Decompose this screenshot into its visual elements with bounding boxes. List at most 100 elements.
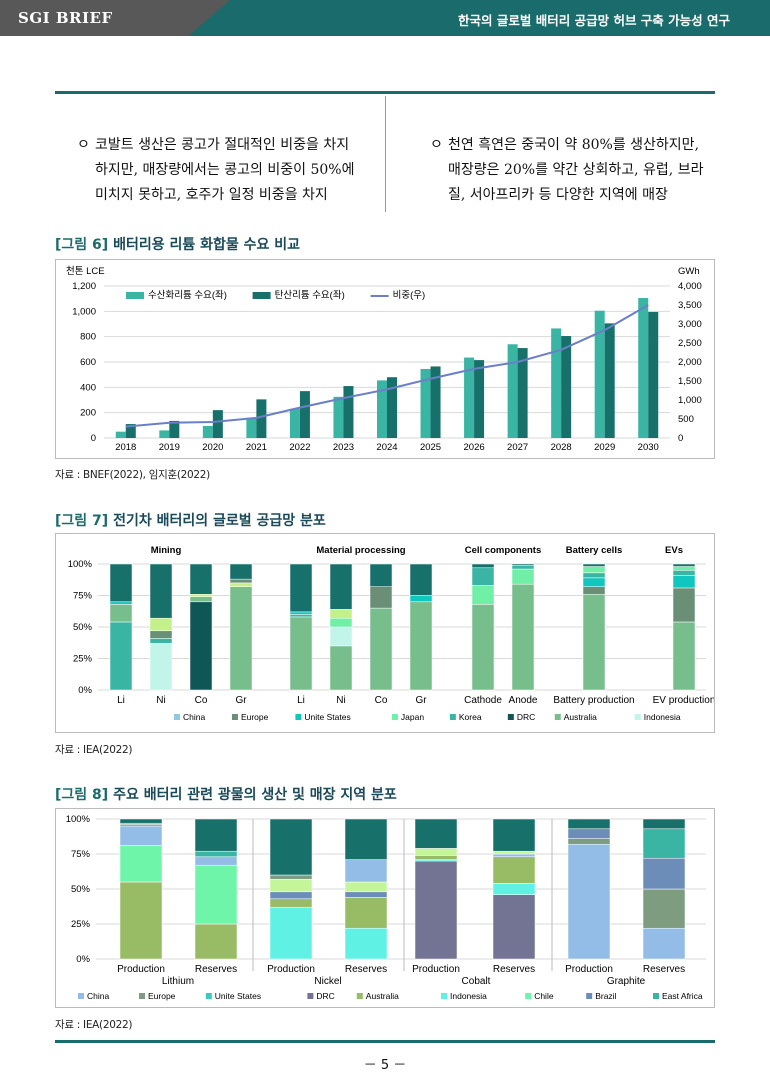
- brand-name: SGI BRIEF: [18, 9, 113, 27]
- bar-segment: [414, 860, 458, 960]
- x-tick-label: Reserves: [643, 964, 685, 975]
- bar-segment: [567, 843, 611, 960]
- legend-swatch: [653, 993, 659, 999]
- bullet-line: 매장량은 20%를 약간 상회하고, 유럽, 브라: [448, 162, 704, 178]
- legend-swatch: [252, 292, 271, 299]
- bar-segment: [119, 825, 163, 846]
- y-tick-left: 0: [91, 433, 96, 444]
- bullet-right: ㅇ 천연 흑연은 중국이 약 80%를 생산하지만, 매장량은 20%를 약간 …: [430, 133, 720, 208]
- figure-7-source: 자료 : IEA(2022): [55, 744, 133, 756]
- x-tick-label: Reserves: [345, 964, 387, 975]
- group-header: EVs: [665, 545, 683, 556]
- y-tick-label: 50%: [73, 622, 93, 633]
- legend-label: DRC: [517, 712, 535, 722]
- bullet-line: 미치지 못하고, 호주가 일정 비중을 차지: [95, 187, 328, 203]
- bar-segment: [289, 616, 313, 691]
- legend-swatch: [586, 993, 593, 999]
- figure-8-title: [그림 8] 주요 배터리 관련 광물의 생산 및 매장 지역 분포: [55, 784, 397, 804]
- y-tick-left: 200: [80, 408, 96, 419]
- bar-segment: [672, 575, 696, 589]
- bar-segment: [119, 818, 163, 824]
- legend-label: East Africa: [662, 991, 703, 1001]
- y-tick-right: 3,500: [678, 300, 702, 311]
- x-tick-label: 2021: [246, 442, 267, 453]
- bar-segment: [344, 859, 388, 883]
- x-tick-label: Reserves: [493, 964, 535, 975]
- top-rule: [55, 91, 715, 94]
- bar-segment: [269, 906, 313, 960]
- bar: [343, 386, 354, 438]
- bar: [202, 425, 213, 438]
- bar: [212, 410, 223, 438]
- bar: [159, 430, 170, 438]
- legend-label: 탄산리튬 수요(좌): [275, 290, 345, 301]
- legend-label: Europe: [148, 991, 176, 1001]
- bar: [648, 311, 659, 438]
- bar-segment: [229, 582, 253, 587]
- bar: [289, 408, 300, 438]
- bullet-line: 코발트 생산은 콩고가 절대적인 비중을 차지: [95, 137, 350, 153]
- bar-segment: [511, 563, 535, 566]
- bar-segment: [149, 638, 173, 644]
- mineral-label: Nickel: [314, 976, 341, 987]
- bar-segment: [511, 568, 535, 585]
- legend-swatch: [391, 714, 398, 720]
- y-tick-right: 1,000: [678, 395, 702, 406]
- x-tick-label: Production: [565, 964, 613, 975]
- bar: [115, 431, 126, 438]
- legend-swatch: [78, 993, 84, 999]
- bar: [299, 391, 310, 438]
- x-tick-label: 2020: [202, 442, 223, 453]
- x-tick-label: Co: [195, 695, 208, 706]
- x-tick-label: Cathode: [464, 695, 502, 706]
- group-header: Mining: [151, 545, 182, 556]
- x-tick-label: Battery production: [553, 695, 634, 706]
- figure-8-source: 자료 : IEA(2022): [55, 1019, 133, 1031]
- legend-label: Brazil: [595, 991, 616, 1001]
- bar-segment: [269, 878, 313, 893]
- bar-segment: [329, 617, 353, 628]
- bullet-marker: ㅇ: [430, 137, 443, 153]
- legend-label: Australia: [564, 712, 597, 722]
- bar: [169, 420, 180, 438]
- legend-swatch: [441, 993, 447, 999]
- figure-6-source: 자료 : BNEF(2022), 임지훈(2022): [55, 469, 210, 481]
- figure-label: [그림 7]: [55, 513, 109, 529]
- y-tick-left: 1,000: [72, 306, 96, 317]
- bar-segment: [492, 883, 536, 895]
- bar-segment: [642, 828, 686, 859]
- bar-segment: [189, 593, 213, 598]
- bar-segment: [409, 595, 433, 603]
- figure-6-chart: 천톤 LCE GWh 1,200 1,000 800 600 400 200 0 4,000 3,5…: [55, 259, 715, 459]
- bar-segment: [492, 850, 536, 855]
- y-tick-label: 0%: [76, 954, 90, 965]
- bar-segment: [269, 874, 313, 880]
- bullet-marker: ㅇ: [77, 137, 90, 153]
- figure-8-chart: 100% 75% 50% 25% 0% Production Reserves Product…: [55, 808, 770, 1008]
- x-tick-label: 2027: [507, 442, 528, 453]
- y-tick-right: 0: [678, 433, 683, 444]
- legend-label: China: [183, 712, 205, 722]
- x-tick-label: 2026: [464, 442, 485, 453]
- x-tick-label: 2029: [594, 442, 615, 453]
- y-tick-label: 25%: [71, 919, 91, 930]
- bar-segment: [492, 853, 536, 858]
- bullet-line: 하지만, 매장량에서는 콩고의 비중이 50%에: [95, 162, 355, 178]
- bar-segment: [642, 818, 686, 830]
- bar-segment: [194, 850, 238, 858]
- bar-segment: [344, 881, 388, 893]
- bar-segment: [567, 818, 611, 830]
- figure-caption: 주요 배터리 관련 광물의 생산 및 매장 지역 분포: [113, 787, 397, 803]
- x-tick-label: Co: [375, 695, 388, 706]
- bar-segment: [189, 563, 213, 595]
- x-tick-label: 2018: [115, 442, 136, 453]
- header-brand-block: [0, 0, 230, 36]
- y-tick-left: 400: [80, 382, 96, 393]
- x-tick-label: 2022: [289, 442, 310, 453]
- bar-segment: [414, 855, 458, 860]
- left-axis-unit: 천톤 LCE: [66, 266, 105, 277]
- bar-segment: [672, 570, 696, 576]
- y-tick-label: 50%: [71, 884, 91, 895]
- legend-label: China: [87, 991, 109, 1001]
- y-tick-right: 2,000: [678, 357, 702, 368]
